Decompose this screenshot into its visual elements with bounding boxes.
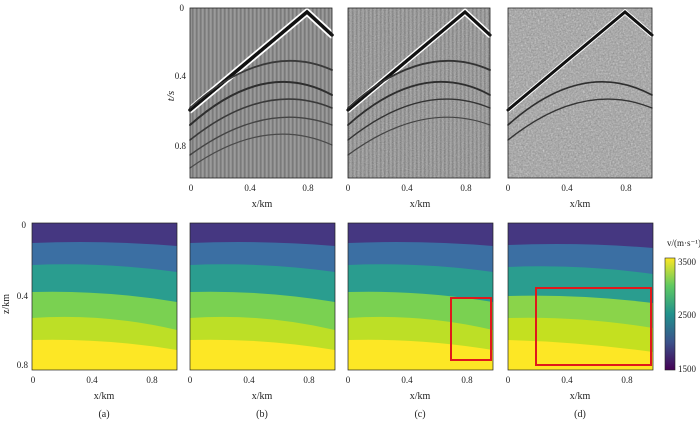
x-tick: 0.4 xyxy=(561,375,573,385)
x-tick: 0.4 xyxy=(243,375,255,385)
x-tick: 0 xyxy=(31,375,36,385)
gather-events xyxy=(345,8,493,156)
gather-events xyxy=(505,8,655,141)
x-axis-label: x/km xyxy=(94,391,115,402)
models-y-tick-0: 0 xyxy=(22,220,27,230)
velocity-model-c xyxy=(347,222,494,371)
x-tick: 0.4 xyxy=(561,183,573,193)
x-axis-label: x/km xyxy=(570,199,591,210)
x-tick: 0.8 xyxy=(620,183,632,193)
x-tick: 0.8 xyxy=(303,375,315,385)
x-axis-label: x/km xyxy=(410,199,431,210)
gathers-y-tick-0: 0 xyxy=(180,3,185,13)
x-axis-label: x/km xyxy=(570,391,591,402)
x-tick: 0 xyxy=(188,375,193,385)
x-tick: 0.4 xyxy=(244,183,256,193)
models-y-tick-1: 0.4 xyxy=(17,291,29,301)
colorbar-tick: 2500 xyxy=(678,310,697,320)
x-axis-label: x/km xyxy=(252,199,273,210)
models-x-axes: 0 0.4 0.8 0 0.4 0.8 0 0.4 0.8 0 0.4 0.8 … xyxy=(31,375,633,420)
x-tick: 0 xyxy=(189,183,194,193)
models-row: z/km 0 0.4 0.8 xyxy=(1,220,700,420)
velocity-model-d xyxy=(507,222,654,371)
highlight-box xyxy=(450,297,492,361)
velocity-model-b xyxy=(189,222,336,371)
x-tick: 0.8 xyxy=(621,375,633,385)
velocity-model-a xyxy=(31,222,178,371)
x-tick: 0 xyxy=(346,183,351,193)
x-tick: 0.4 xyxy=(86,375,98,385)
x-tick: 0.8 xyxy=(461,375,473,385)
gathers-x-axes: 0 0.4 0.8 0 0.4 0.8 0 0.4 0.8 x/km x/km … xyxy=(189,183,632,210)
panel-caption-d: (d) xyxy=(574,409,586,420)
panel-caption-a: (a) xyxy=(98,409,109,420)
gathers-y-tick-2: 0.8 xyxy=(175,141,187,151)
gather-panel-very-noisy xyxy=(505,7,655,179)
gather-panel-noisy xyxy=(345,7,493,179)
x-tick: 0 xyxy=(506,183,511,193)
gather-events xyxy=(186,7,336,169)
x-axis-label: x/km xyxy=(252,391,273,402)
colorbar-label: v/(m·s⁻¹) xyxy=(667,238,700,248)
panel-caption-b: (b) xyxy=(256,409,268,420)
gather-panel-clean xyxy=(186,7,336,179)
highlight-box xyxy=(535,287,652,366)
x-tick: 0.8 xyxy=(146,375,158,385)
colorbar-tick: 1500 xyxy=(678,364,697,374)
x-tick: 0.8 xyxy=(302,183,314,193)
colorbar-tick: 3500 xyxy=(678,257,697,267)
x-tick: 0.4 xyxy=(401,183,413,193)
x-tick: 0.4 xyxy=(401,375,413,385)
gathers-y-tick-1: 0.4 xyxy=(175,71,187,81)
panel-caption-c: (c) xyxy=(414,409,425,420)
models-y-tick-2: 0.8 xyxy=(17,360,29,370)
x-tick: 0 xyxy=(346,375,351,385)
models-y-label: z/km xyxy=(1,294,12,314)
x-tick: 0 xyxy=(506,375,511,385)
x-axis-label: x/km xyxy=(410,391,431,402)
gathers-y-label: t/s xyxy=(165,91,177,101)
gathers-row: t/s 0 0.4 0.8 xyxy=(165,3,655,210)
x-tick: 0.8 xyxy=(460,183,472,193)
colorbar: v/(m·s⁻¹) 3500 2500 1500 xyxy=(664,238,700,374)
